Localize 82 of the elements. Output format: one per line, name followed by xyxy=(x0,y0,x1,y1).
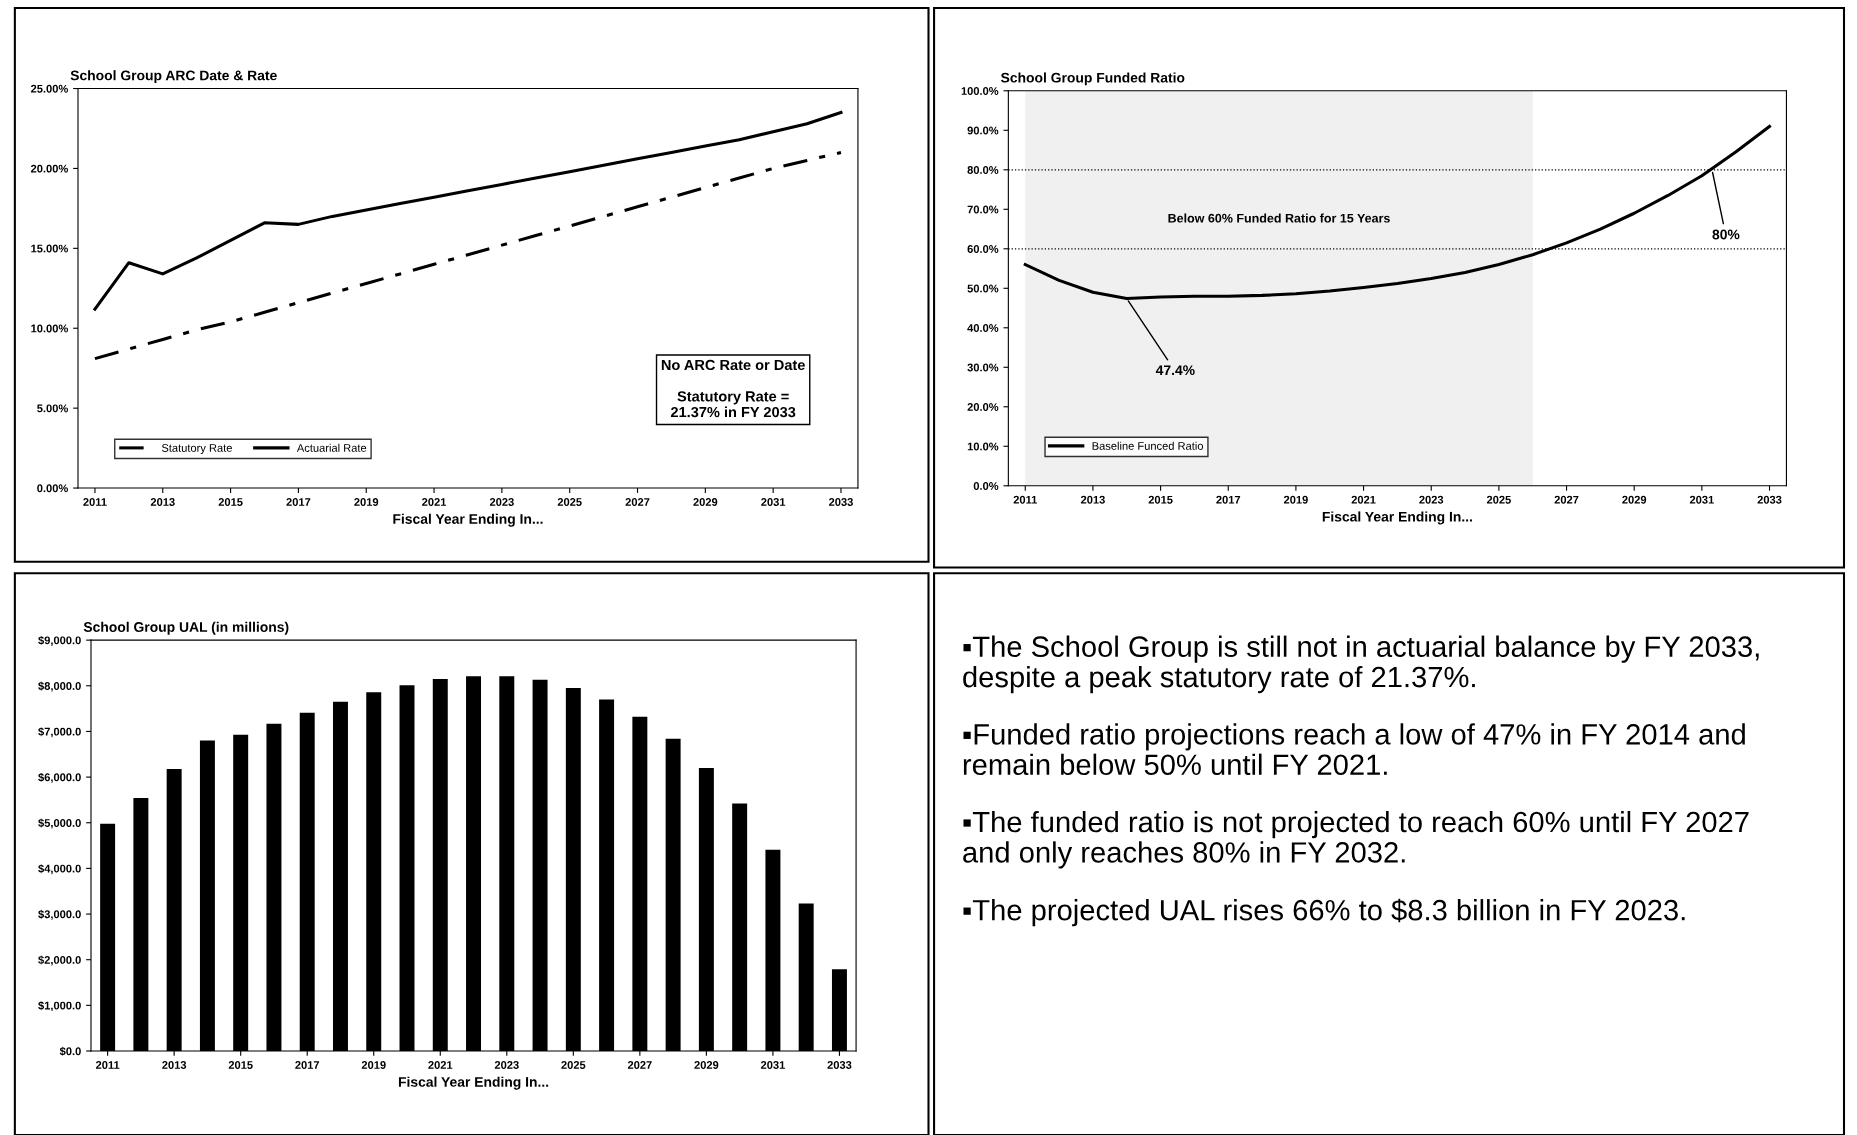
x-tick-label: 2023 xyxy=(1419,495,1444,504)
y-tick-label: 15.00% xyxy=(31,244,68,253)
x-tick-label: 2015 xyxy=(228,1061,253,1069)
y-tick-label: $6,000.0 xyxy=(38,772,81,783)
chart-title: School Group Funded Ratio xyxy=(1000,72,1185,86)
x-tick-label: 2011 xyxy=(83,498,107,506)
x-tick-label: 2025 xyxy=(561,1061,586,1069)
x-tick-label: 2011 xyxy=(1013,495,1038,504)
legend-label: Actuarial Rate xyxy=(296,443,367,452)
x-tick-label: 2021 xyxy=(422,498,447,506)
y-tick-label: 50.0% xyxy=(967,284,999,293)
text: ▪Funded ratio projections reach a low of 47% in FY 2014 and remain below 50% until FY 2021. xyxy=(963,723,1745,776)
x-tick-label: 2023 xyxy=(489,498,514,506)
y-tick-label: 30.0% xyxy=(967,363,999,372)
x-tick-label: 2031 xyxy=(1689,495,1714,504)
x-tick-label: 2021 xyxy=(428,1061,453,1069)
chart-title: School Group ARC Date & Rate xyxy=(70,70,277,84)
y-tick-label: 0.0% xyxy=(973,482,999,490)
x-tick-label: 2027 xyxy=(625,498,650,506)
y-tick-label: 20.00% xyxy=(30,164,68,173)
x-tick-label: 2019 xyxy=(354,498,379,506)
x-tick-label: 2025 xyxy=(557,498,582,506)
x-tick-label: 2033 xyxy=(829,498,853,506)
text: No ARC Rate or Date Statutory Rate = 21.37% in FY 2033 xyxy=(661,359,805,418)
y-tick-label: $8,000.0 xyxy=(38,681,81,692)
y-tick-label: 25.00% xyxy=(30,84,68,93)
y-tick-label: $0.0 xyxy=(59,1046,81,1056)
annotation: 80% xyxy=(1712,229,1740,240)
band-label: Below 60% Funded Ratio for 15 Years xyxy=(1168,213,1390,223)
x-axis-title: Fiscal Year Ending In... xyxy=(393,513,543,527)
y-tick-label: $9,000.0 xyxy=(38,635,81,646)
y-tick-label: $7,000.0 xyxy=(38,727,81,738)
y-tick-label: 40.0% xyxy=(967,324,999,332)
legend-label: Baseline Funced Ratio xyxy=(1092,441,1204,450)
y-tick-label: 90.0% xyxy=(967,126,999,135)
y-tick-label: $2,000.0 xyxy=(38,955,81,966)
y-tick-label: 5.00% xyxy=(37,404,68,413)
y-tick-label: 70.0% xyxy=(967,205,999,214)
y-tick-label: 10.0% xyxy=(967,442,999,451)
x-tick-label: 2015 xyxy=(1148,495,1173,504)
x-tick-label: 2013 xyxy=(162,1061,187,1069)
x-tick-label: 2023 xyxy=(494,1061,519,1069)
line-series xyxy=(93,110,843,311)
x-tick-label: 2027 xyxy=(627,1061,652,1069)
y-tick-label: $1,000.0 xyxy=(38,1001,81,1012)
x-tick-label: 2017 xyxy=(286,498,311,506)
x-tick-label: 2017 xyxy=(1216,495,1241,504)
x-tick-label: 2015 xyxy=(218,498,243,506)
x-tick-label: 2029 xyxy=(694,1061,719,1069)
x-tick-label: 2029 xyxy=(1622,495,1647,504)
x-tick-label: 2019 xyxy=(1283,495,1308,504)
x-tick-label: 2027 xyxy=(1554,495,1579,504)
x-tick-label: 2013 xyxy=(1080,495,1105,504)
x-tick-label: 2013 xyxy=(150,498,175,506)
x-tick-label: 2031 xyxy=(760,1061,785,1069)
y-tick-label: 20.0% xyxy=(967,403,999,411)
y-tick-label: 0.00% xyxy=(37,484,68,493)
y-tick-label: 10.00% xyxy=(31,324,68,333)
y-tick-label: 60.0% xyxy=(967,245,999,253)
chart-title: School Group UAL (in millions) xyxy=(83,621,289,635)
x-tick-label: 2025 xyxy=(1486,495,1511,504)
y-tick-label: $4,000.0 xyxy=(38,864,81,875)
y-tick-label: 100.0% xyxy=(961,87,999,95)
line-series xyxy=(93,150,843,361)
text: ▪The funded ratio is not projected to reach 60% until FY 2027 and only reaches 80% in FY 2032. xyxy=(963,810,1749,869)
x-axis-title: Fiscal Year Ending In... xyxy=(1322,511,1472,525)
x-axis-title: Fiscal Year Ending In... xyxy=(398,1076,549,1090)
y-tick-label: $3,000.0 xyxy=(38,909,81,920)
text: ▪The projected UAL rises 66% to $8.3 billion in FY 2023. xyxy=(963,898,1685,927)
y-tick-label: $5,000.0 xyxy=(38,818,81,829)
x-tick-label: 2033 xyxy=(827,1061,852,1069)
x-tick-label: 2011 xyxy=(95,1061,120,1069)
x-tick-label: 2017 xyxy=(295,1061,320,1069)
x-tick-label: 2021 xyxy=(1351,495,1376,504)
text: ▪The School Group is still not in actuarial balance by FY 2033, despite a peak statutory rate of 21.37%. xyxy=(963,635,1759,694)
y-tick-label: 80.0% xyxy=(967,166,999,174)
x-tick-label: 2033 xyxy=(1757,495,1782,504)
x-tick-label: 2029 xyxy=(693,498,718,506)
x-tick-label: 2031 xyxy=(761,498,786,506)
x-tick-label: 2019 xyxy=(361,1061,386,1069)
annotation: 47.4% xyxy=(1155,365,1195,376)
legend-label: Statutory Rate xyxy=(161,444,232,455)
